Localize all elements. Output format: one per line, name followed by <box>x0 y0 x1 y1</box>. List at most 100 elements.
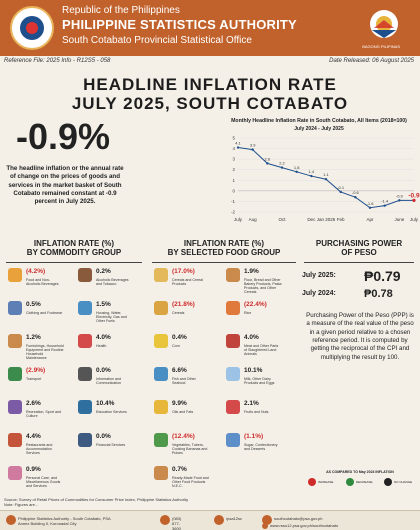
grid-cell-commodity-9: 10.4% Education Services <box>78 400 144 431</box>
group-label: Health <box>96 344 107 348</box>
x-tick-label: July <box>410 217 419 222</box>
data-point <box>412 198 416 202</box>
ppp-2025-label: July 2025: <box>302 272 336 279</box>
inflation-value: 6.6% <box>172 367 187 374</box>
grid-cell-food-7: 10.1% Milk, Other Dairy Products and Eggs <box>226 367 294 398</box>
group-label: Restaurants and Accommodation Services <box>26 443 53 456</box>
header-banner: Republic of the Philippines PHILIPPINE S… <box>0 0 420 56</box>
data-point <box>324 178 328 181</box>
data-label: 2.6 <box>265 156 271 161</box>
group-label: Food and Non-Alcoholic Beverages <box>26 278 59 287</box>
bread-icon <box>226 268 240 282</box>
grid-cell-food-10: (12.4%) Vegetables, Tubers, Cooking Banan… <box>154 433 222 464</box>
bagong-pilipinas-logo: BAGONG PILIPINAS <box>362 6 406 50</box>
grid-cell-food-11: (1.1%) Sugar, Confectionery and Desserts <box>226 433 294 464</box>
reference-bar: Reference File: 2025 Info - R12S5 - 058 … <box>0 56 420 67</box>
food-icon <box>154 466 168 480</box>
inflation-value: 0.9% <box>26 466 41 473</box>
fruit-icon <box>226 400 240 414</box>
purchasing-divider <box>304 262 414 263</box>
x-tick-label: Oct <box>278 217 286 222</box>
purchasing-heading: PURCHASING POWER OF PESO <box>315 239 403 257</box>
grid-cell-food-2: (21.8%) Cereals <box>154 301 222 332</box>
group-label: Cereals <box>172 311 185 315</box>
group-label: Clothing and Footwear <box>26 311 63 315</box>
grocery-icon <box>8 268 22 282</box>
grid-cell-food-5: 4.0% Meat and Other Parts of Slaughtered … <box>226 334 294 365</box>
decrease-dot-icon <box>346 478 354 486</box>
inflation-value: (1.1%) <box>244 433 264 440</box>
y-tick-label: 4 <box>232 146 235 151</box>
group-label: Meat and Other Parts of Slaughtered Land… <box>244 344 279 357</box>
ppp-2024-label: July 2024: <box>302 290 336 297</box>
data-label: 1.1 <box>323 172 329 177</box>
page-title-line1: HEADLINE INFLATION RATE <box>83 75 337 94</box>
health-icon <box>78 334 92 348</box>
y-tick-label: 1 <box>232 178 235 183</box>
data-label: 1.8 <box>294 165 300 170</box>
inflation-line-chart: 5 4 3 2 1 0 -1 -2 4.1 3.9 2.6 2.2 1.8 1.4 1.1 -0.1 -0.6 -… <box>231 136 420 223</box>
inflation-value: 4.4% <box>26 433 41 440</box>
inflation-value: 4.0% <box>96 334 111 341</box>
group-label: Fish and Other Seafood <box>172 377 196 386</box>
group-label: Cereals and Cereal Products <box>172 278 203 287</box>
phone-icon <box>78 367 92 381</box>
house-icon <box>78 301 92 315</box>
bottle-icon <box>78 268 92 282</box>
commodity-divider <box>6 262 142 263</box>
data-label: -0.9 <box>396 193 404 198</box>
group-label: Education Services <box>96 410 127 414</box>
inflation-value: 2.1% <box>244 400 259 407</box>
x-tick-label: July <box>234 217 243 222</box>
footer: Philippine Statistics Authority - South … <box>0 510 420 530</box>
jeepney-icon <box>8 367 22 381</box>
inflation-value: 1.2% <box>26 334 41 341</box>
grid-cell-commodity-0: (4.2%) Food and Non-Alcoholic Beverages <box>8 268 74 299</box>
data-point <box>251 148 254 151</box>
grid-cell-food-6: 6.6% Fish and Other Seafood <box>154 367 222 398</box>
grid-cell-food-3: (22.4%) Rice <box>226 301 294 332</box>
grid-cell-commodity-6: (2.9%) Transport <box>8 367 74 398</box>
cereal-icon <box>154 268 168 282</box>
group-label: Ready-Made Food and Other Food Products … <box>172 476 209 489</box>
inflation-value: 0.2% <box>96 268 111 275</box>
x-tick-label: Aug <box>249 217 258 222</box>
grid-cell-food-9: 2.1% Fruits and Nuts <box>226 400 294 431</box>
grid-cell-commodity-1: 0.2% Alcoholic Beverages and Tobacco <box>78 268 144 299</box>
office-name: South Cotabato Provincial Statistical Of… <box>62 35 252 46</box>
group-label: Vegetables, Tubers, Cooking Bananas and … <box>172 443 208 456</box>
data-label: 1.4 <box>309 169 315 174</box>
rice-icon <box>226 301 240 315</box>
group-label: Information and Communication <box>96 377 121 386</box>
oil-icon <box>154 400 168 414</box>
ppp-2025-value: ₱0.79 <box>364 268 401 284</box>
group-label: Personal Care, and Miscellaneous Goods a… <box>26 476 61 489</box>
grid-cell-food-4: 0.4% Corn <box>154 334 222 365</box>
data-label: 2.2 <box>279 161 285 166</box>
milk-icon <box>226 367 240 381</box>
inflation-value: 0.4% <box>172 334 187 341</box>
fish-icon <box>154 367 168 381</box>
inflation-value: 0.7% <box>172 466 187 473</box>
web-icon <box>262 523 268 529</box>
commodity-heading: INFLATION RATE (%) BY COMMODITY GROUP <box>26 239 122 257</box>
x-tick-label: Apr <box>366 217 374 222</box>
restaurant-icon <box>8 433 22 447</box>
grid-cell-food-1: 1.9% Flour, Bread and Other Bakery Produc… <box>226 268 294 299</box>
data-point <box>339 190 342 194</box>
grid-cell-commodity-8: 2.6% Recreation, Sport and Culture <box>8 400 74 431</box>
grid-cell-commodity-4: 1.2% Furnishings, Household Equipment and… <box>8 334 74 365</box>
agency-name: PHILIPPINE STATISTICS AUTHORITY <box>62 17 297 32</box>
y-tick-label: 0 <box>232 188 235 193</box>
grid-cell-commodity-5: 4.0% Health <box>78 334 144 365</box>
inflation-value: 10.4% <box>96 400 115 407</box>
inflation-value: 1.9% <box>244 268 259 275</box>
grid-cell-food-0: (17.0%) Cereals and Cereal Products <box>154 268 222 299</box>
education-icon <box>78 400 92 414</box>
y-tick-label: 3 <box>232 157 235 162</box>
group-label: Milk, Other Dairy Products and Eggs <box>244 377 275 386</box>
increase-dot-icon <box>308 478 316 486</box>
grain-icon <box>154 301 168 315</box>
corn-icon <box>154 334 168 348</box>
x-tick-label: June <box>394 217 404 222</box>
